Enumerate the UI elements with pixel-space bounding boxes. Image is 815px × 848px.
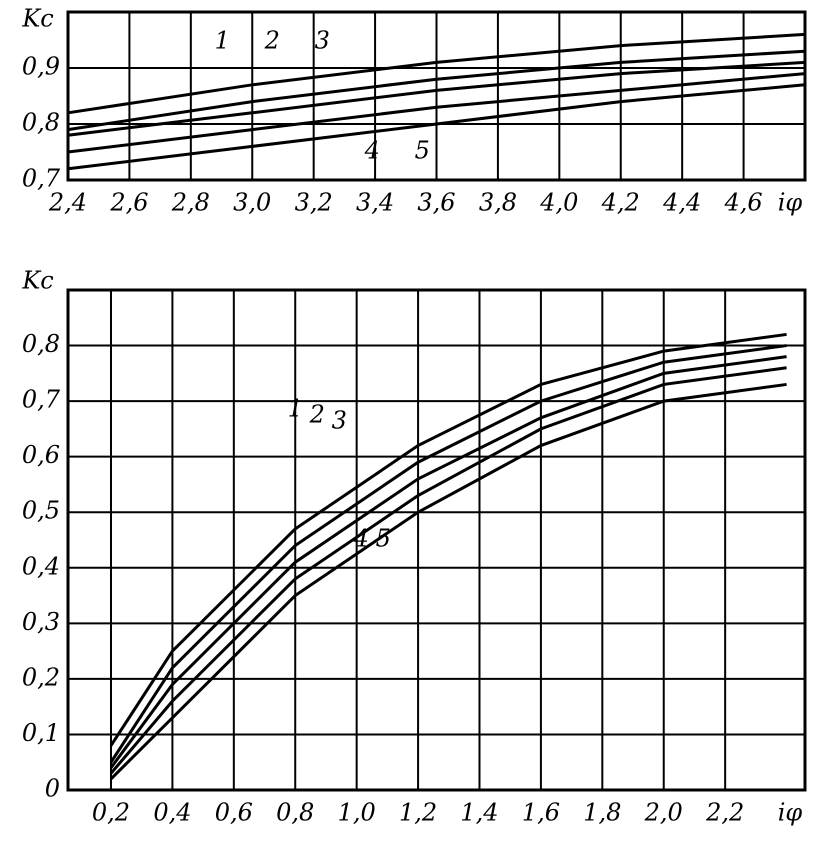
x-axis-label: iφ bbox=[778, 799, 803, 827]
series-label: 4 bbox=[364, 137, 380, 165]
y-tick-label: 0,3 bbox=[22, 608, 60, 636]
series-label: 1 bbox=[215, 27, 230, 55]
x-tick-label: 0,8 bbox=[276, 799, 314, 827]
x-tick-label: 3,0 bbox=[233, 189, 271, 217]
x-tick-label: 2,6 bbox=[109, 189, 148, 217]
series-label: 2 bbox=[309, 401, 325, 429]
y-tick-label: 0,7 bbox=[22, 165, 61, 193]
series-label: 5 bbox=[415, 137, 430, 165]
series-line bbox=[109, 344, 787, 764]
series-line bbox=[67, 60, 806, 137]
x-tick-label: 1,6 bbox=[522, 799, 560, 827]
series-label: 2 bbox=[264, 27, 280, 55]
y-tick-label: 0,7 bbox=[22, 386, 61, 414]
x-tick-label: 2,0 bbox=[644, 799, 683, 827]
series-line bbox=[67, 83, 806, 171]
y-tick-label: 0,2 bbox=[22, 663, 60, 691]
series-line bbox=[109, 366, 787, 775]
series-label: 5 bbox=[376, 525, 391, 553]
x-tick-label: 0,6 bbox=[215, 799, 253, 827]
series-label: 3 bbox=[332, 407, 347, 435]
x-tick-label: 1,0 bbox=[338, 799, 376, 827]
x-tick-label: 1,2 bbox=[399, 799, 437, 827]
x-tick-label: 3,4 bbox=[356, 189, 394, 217]
x-tick-label: 1,4 bbox=[460, 799, 498, 827]
x-tick-label: 4,4 bbox=[662, 189, 701, 217]
x-tick-label: 2,2 bbox=[705, 799, 744, 827]
y-axis-label: Kc bbox=[21, 267, 53, 295]
x-tick-label: 3,6 bbox=[417, 189, 455, 217]
y-tick-label: 0,6 bbox=[22, 441, 60, 469]
series-line bbox=[67, 72, 806, 154]
series-label: 1 bbox=[288, 395, 303, 423]
plot-frame bbox=[66, 288, 807, 792]
series-line bbox=[67, 49, 806, 132]
y-tick-label: 0,9 bbox=[22, 53, 60, 81]
y-tick-label: 0,4 bbox=[22, 552, 60, 580]
x-tick-label: 1,8 bbox=[583, 799, 621, 827]
y-tick-label: 0,5 bbox=[22, 497, 60, 525]
x-tick-label: 4,0 bbox=[539, 189, 578, 217]
x-tick-label: 0,2 bbox=[92, 799, 130, 827]
series-label: 3 bbox=[315, 27, 330, 55]
x-tick-label: 4,2 bbox=[601, 189, 640, 217]
series-line bbox=[109, 382, 787, 780]
x-tick-label: 2,4 bbox=[48, 189, 87, 217]
x-tick-label: 4,6 bbox=[723, 189, 762, 217]
y-tick-label: 0,8 bbox=[22, 330, 60, 358]
series-line bbox=[109, 332, 787, 747]
x-tick-label: 3,2 bbox=[295, 189, 333, 217]
x-tick-label: 2,8 bbox=[171, 189, 210, 217]
y-axis-label: Kc bbox=[21, 5, 53, 33]
y-tick-label: 0 bbox=[45, 775, 60, 803]
y-tick-label: 0,8 bbox=[22, 109, 60, 137]
series-line bbox=[109, 355, 787, 769]
series-line bbox=[67, 32, 806, 115]
y-tick-label: 0,1 bbox=[22, 719, 60, 747]
series-label: 4 bbox=[353, 525, 369, 553]
x-axis-label: iφ bbox=[778, 189, 803, 217]
x-tick-label: 3,8 bbox=[479, 189, 517, 217]
x-tick-label: 0,4 bbox=[153, 799, 191, 827]
